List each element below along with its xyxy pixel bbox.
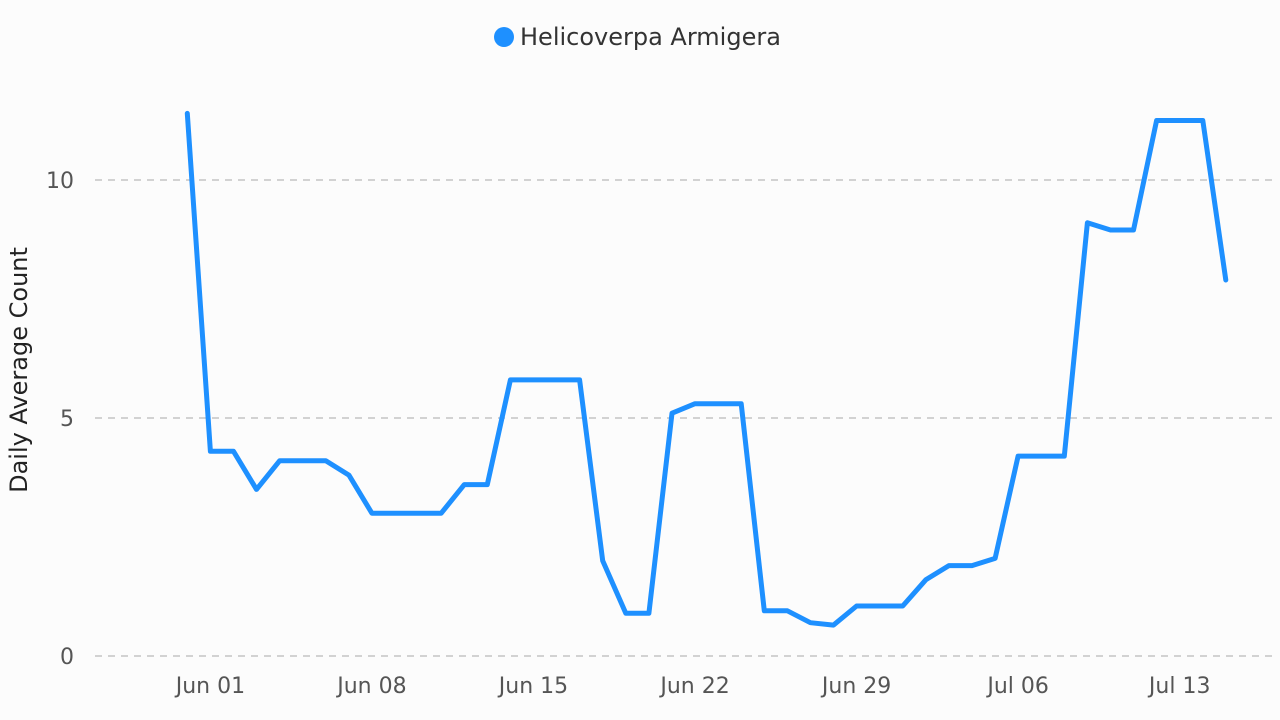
- y-axis-ticks: 0 5 10: [46, 169, 74, 670]
- x-tick-label: Jul 13: [1147, 674, 1211, 699]
- series-lines: [184, 110, 1229, 628]
- x-tick-label: Jul 06: [985, 674, 1049, 699]
- legend[interactable]: Helicoverpa Armigera: [494, 22, 781, 52]
- legend-swatch: [494, 27, 514, 47]
- y-axis-label: Daily Average Count: [5, 247, 33, 493]
- y-tick-label: 0: [60, 645, 74, 670]
- x-tick-label: Jun 29: [820, 674, 891, 699]
- legend-label[interactable]: Helicoverpa Armigera: [520, 23, 781, 51]
- y-tick-label: 5: [60, 407, 74, 432]
- x-tick-label: Jun 01: [174, 674, 245, 699]
- gridlines: [95, 179, 1272, 657]
- x-tick-label: Jun 15: [497, 674, 568, 699]
- y-tick-label: 10: [46, 169, 74, 194]
- x-tick-label: Jun 22: [658, 674, 729, 699]
- x-axis-ticks: Jun 01 Jun 08 Jun 15 Jun 22 Jun 29 Jul 06 Jul …: [174, 674, 1211, 699]
- x-tick-label: Jun 08: [335, 674, 406, 699]
- series-line[interactable]: [184, 110, 1229, 628]
